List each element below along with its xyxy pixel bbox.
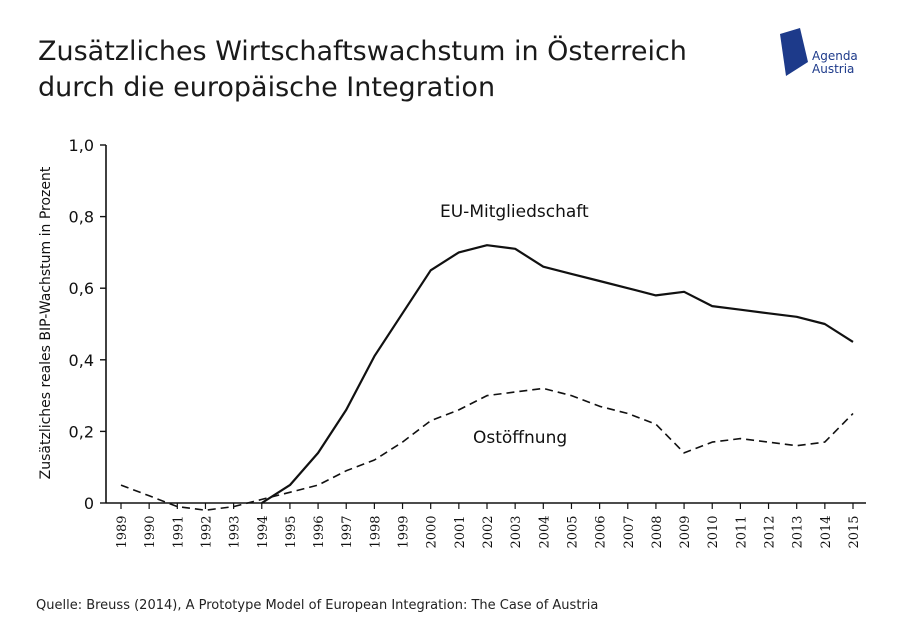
logo-line-1: Agenda: [812, 49, 858, 63]
x-tick-label: 1991: [171, 515, 186, 548]
logo-text: Agenda Austria: [812, 50, 858, 76]
y-tick-label: 1,0: [69, 136, 94, 155]
series-label-2: Ostöffnung: [473, 428, 567, 448]
x-tick-label: 1995: [284, 515, 299, 548]
x-tick-label: 2009: [678, 515, 693, 548]
x-tick-label: 1998: [368, 515, 383, 548]
x-tick-label: 2014: [819, 515, 834, 548]
x-tick-label: 2001: [453, 515, 468, 548]
x-tick-label: 2006: [594, 515, 609, 548]
chart-axes: [105, 145, 866, 504]
agenda-austria-logo-icon: [780, 28, 808, 76]
x-tick-label: 1992: [199, 515, 214, 548]
x-axis-ticks: 1989 1990 1991 1992 1993 1994 1995 1996 1997 1998…: [115, 503, 862, 549]
y-tick-label: 0,2: [69, 422, 94, 441]
x-tick-label: 1999: [397, 515, 412, 548]
x-tick-label: 2004: [537, 515, 552, 548]
title-line-1: Zusätzliches Wirtschaftswachstum in Öste…: [38, 36, 687, 67]
series-labels: EU-Mitgliedschaft Ostöffnung: [440, 202, 589, 448]
y-tick-label: 0,6: [69, 279, 94, 298]
series-label-1: EU-Mitgliedschaft: [440, 202, 589, 222]
x-tick-label: 1989: [115, 515, 130, 548]
y-axis-ticks: 0 0,2 0,4 0,6 0,8 1,0: [69, 136, 106, 513]
x-tick-label: 2012: [763, 515, 778, 548]
x-tick-label: 1997: [340, 515, 355, 548]
y-axis-label: Zusätzliches reales BIP-Wachstum in Proz…: [38, 166, 54, 479]
x-tick-label: 2011: [734, 515, 749, 548]
x-tick-label: 2008: [650, 515, 665, 548]
x-tick-label: 1996: [312, 515, 327, 548]
x-tick-label: 2013: [791, 515, 806, 548]
x-tick-label: 2005: [565, 515, 580, 548]
y-tick-label: 0: [84, 494, 94, 513]
x-tick-label: 2007: [622, 515, 637, 548]
series-line-2: [120, 387, 854, 511]
source-note: Quelle: Breuss (2014), A Prototype Model…: [36, 598, 599, 613]
y-tick-label: 0,8: [69, 208, 94, 227]
series-lines: [120, 244, 854, 511]
x-tick-label: 2010: [706, 515, 721, 548]
x-tick-label: 1993: [228, 515, 243, 548]
x-tick-label: 1994: [256, 515, 271, 548]
series-line-1: [261, 244, 854, 504]
x-tick-label: 2002: [481, 515, 496, 548]
title-line-2: durch die europäische Integration: [38, 72, 496, 103]
x-tick-label: 2015: [847, 515, 862, 548]
logo-line-2: Austria: [812, 62, 855, 76]
x-tick-label: 1990: [143, 515, 158, 548]
x-tick-label: 2000: [425, 515, 440, 548]
x-tick-label: 2003: [509, 515, 524, 548]
y-tick-label: 0,4: [69, 351, 94, 370]
chart-title: Zusätzliches Wirtschaftswachstum in Öste…: [38, 34, 687, 106]
